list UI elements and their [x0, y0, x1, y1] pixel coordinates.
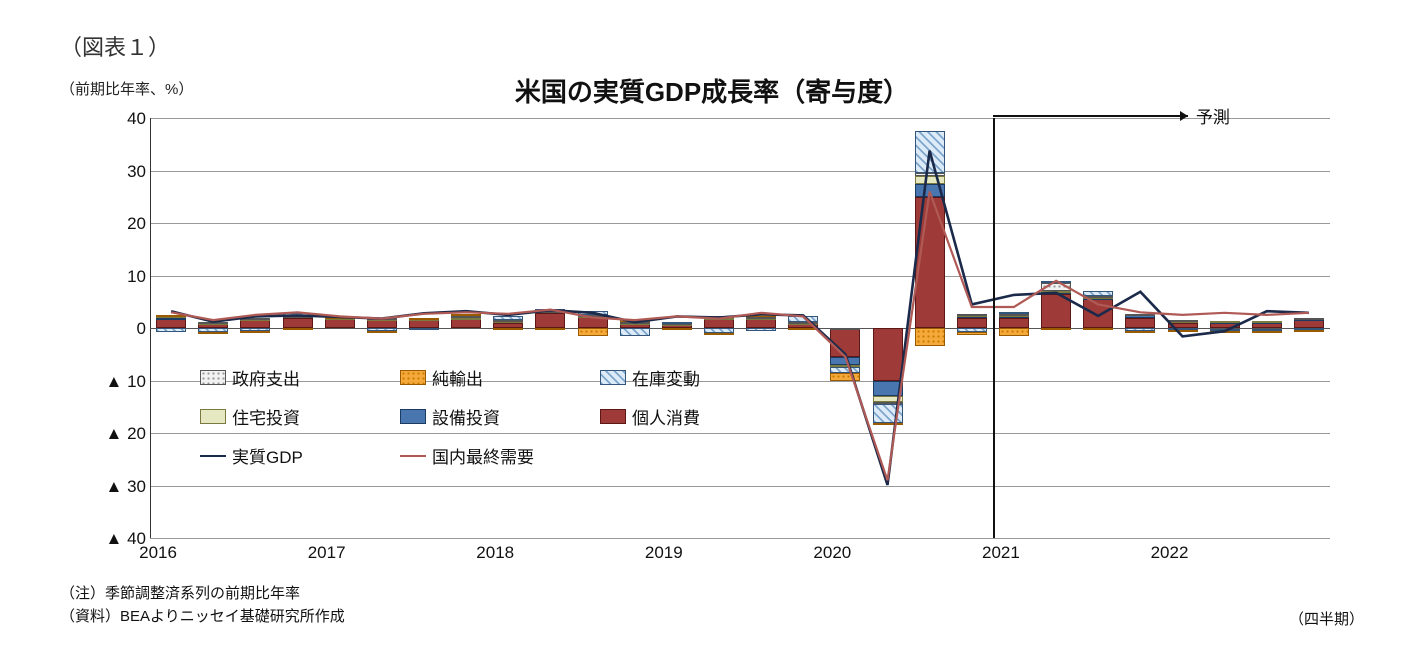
equipment-investment-icon: [400, 409, 426, 424]
legend-item-netexp: 純輸出: [400, 365, 600, 390]
y-gridline--40: [150, 538, 1330, 539]
x-tick-label-2018: 2018: [476, 543, 514, 563]
legend-label-equip: 設備投資: [432, 404, 500, 429]
y-tick-label-20: 20: [102, 214, 146, 234]
y-tick-label--30: ▲ 30: [102, 477, 146, 497]
x-tick-label-2017: 2017: [308, 543, 346, 563]
domestic-demand-line-icon: [400, 455, 426, 457]
prediction-divider-line: [993, 118, 995, 538]
legend-label-realgdp: 実質GDP: [232, 443, 303, 468]
y-tick-label-30: 30: [102, 162, 146, 182]
housing-investment-icon: [200, 409, 226, 424]
legend-row-3: 実質GDP 国内最終需要: [200, 443, 800, 468]
x-tick-label-2022: 2022: [1151, 543, 1189, 563]
legend-item-cons: 個人消費: [600, 404, 800, 429]
prediction-arrow-shaft: [993, 115, 1188, 117]
legend-label-inv: 在庫変動: [632, 365, 700, 390]
legend-item-gov: 政府支出: [200, 365, 400, 390]
quarter-unit-label: （四半期）: [1289, 608, 1364, 629]
legend-label-gov: 政府支出: [232, 365, 300, 390]
y-tick-label--10: ▲ 10: [102, 372, 146, 392]
legend-item-housing: 住宅投資: [200, 404, 400, 429]
prediction-arrow: 予測: [993, 103, 1230, 128]
x-tick-label-2019: 2019: [645, 543, 683, 563]
legend-label-netexp: 純輸出: [432, 365, 483, 390]
gov-spend-icon: [200, 370, 226, 385]
legend-item-domestic: 国内最終需要: [400, 443, 600, 468]
legend-item-equip: 設備投資: [400, 404, 600, 429]
legend-item-realgdp: 実質GDP: [200, 443, 400, 468]
legend-label-housing: 住宅投資: [232, 404, 300, 429]
footnote-1: （注）季節調整済系列の前期比年率: [60, 582, 345, 605]
y-tick-label-40: 40: [102, 109, 146, 129]
personal-consumption-icon: [600, 409, 626, 424]
inventory-change-icon: [600, 370, 626, 385]
legend-item-inv: 在庫変動: [600, 365, 800, 390]
legend-label-domestic: 国内最終需要: [432, 443, 534, 468]
footnote-2: （資料）BEAよりニッセイ基礎研究所作成: [60, 605, 345, 628]
legend-label-cons: 個人消費: [632, 404, 700, 429]
legend-row-2: 住宅投資 設備投資 個人消費: [200, 404, 800, 429]
y-tick-label-10: 10: [102, 267, 146, 287]
figure-label: （図表１）: [60, 30, 170, 62]
x-tick-label-2020: 2020: [813, 543, 851, 563]
x-tick-label-2021: 2021: [982, 543, 1020, 563]
real-gdp-line-icon: [200, 455, 226, 457]
y-tick-label--20: ▲ 20: [102, 424, 146, 444]
net-exports-icon: [400, 370, 426, 385]
legend-box: 政府支出 純輸出 在庫変動 住宅投資 設備投資 個人消費 実質GDP: [200, 365, 800, 482]
legend-row-1: 政府支出 純輸出 在庫変動: [200, 365, 800, 390]
prediction-label: 予測: [1196, 103, 1230, 128]
x-tick-label-2016: 2016: [139, 543, 177, 563]
y-tick-label-0: 0: [102, 319, 146, 339]
footnotes: （注）季節調整済系列の前期比年率 （資料）BEAよりニッセイ基礎研究所作成: [60, 582, 345, 628]
